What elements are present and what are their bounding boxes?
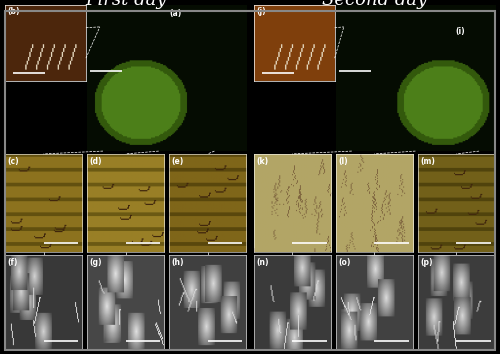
- Text: Second day: Second day: [322, 0, 427, 9]
- Text: First day: First day: [85, 0, 166, 9]
- Text: (a): (a): [170, 9, 182, 18]
- Text: (b): (b): [8, 7, 20, 16]
- Text: (g): (g): [90, 258, 102, 267]
- Text: (i): (i): [455, 27, 465, 36]
- Text: (j): (j): [256, 7, 266, 16]
- Text: (o): (o): [338, 258, 350, 267]
- Text: (f): (f): [8, 258, 18, 267]
- Text: (h): (h): [172, 258, 184, 267]
- Text: (n): (n): [256, 258, 268, 267]
- Text: (m): (m): [420, 157, 435, 166]
- Text: (d): (d): [90, 157, 102, 166]
- Text: (e): (e): [172, 157, 183, 166]
- Text: (c): (c): [8, 157, 19, 166]
- Text: (p): (p): [420, 258, 432, 267]
- Text: (l): (l): [338, 157, 348, 166]
- Text: (k): (k): [256, 157, 268, 166]
